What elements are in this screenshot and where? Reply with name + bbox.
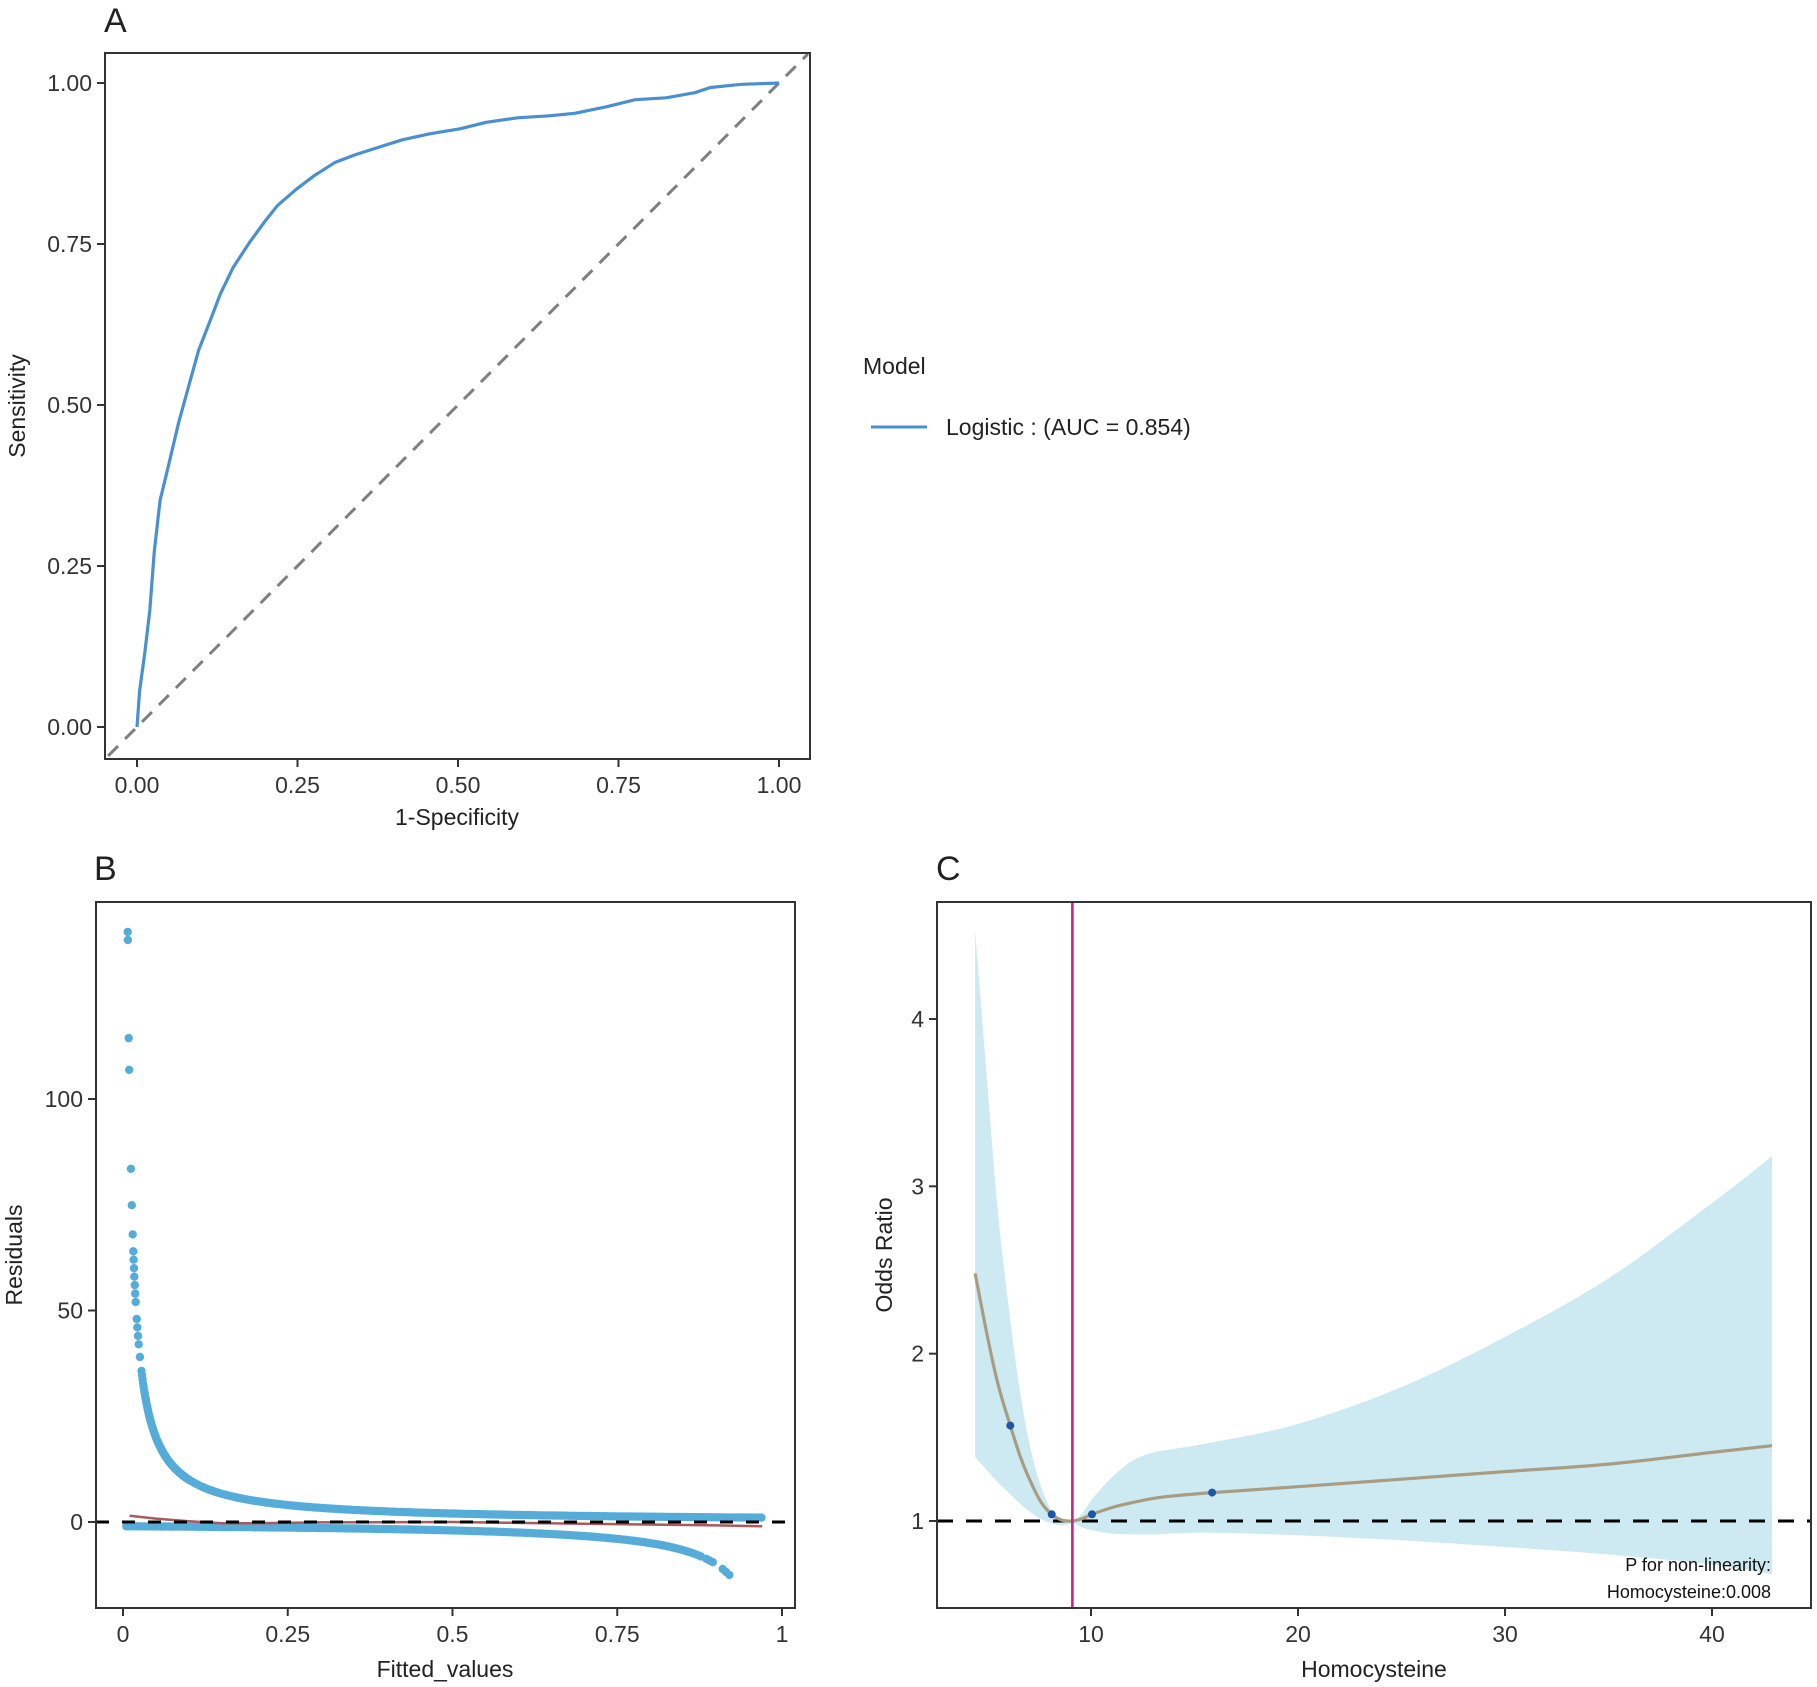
y-axis-ticks: 0 50 100 (45, 1086, 96, 1535)
residual-point (708, 1558, 717, 1567)
residual-point (127, 1201, 136, 1210)
residual-point (129, 1247, 138, 1256)
x-tick-label: 1.00 (757, 772, 802, 798)
residual-point (131, 1297, 140, 1307)
nonlinearity-annotation-line2: Homocysteine:0.008 (1607, 1582, 1771, 1602)
nonlinearity-annotation-line1: P for non-linearity: (1625, 1555, 1771, 1575)
x-tick-label: 40 (1699, 1621, 1725, 1647)
residual-point (757, 1513, 766, 1522)
x-tick-label: 0.00 (115, 772, 160, 798)
odds-ratio-curve (973, 1272, 1773, 1523)
y-tick-label: 0 (70, 1509, 83, 1535)
x-tick-label: 20 (1285, 1621, 1311, 1647)
x-axis-title: Homocysteine (1301, 1656, 1447, 1682)
knot-point (1208, 1488, 1217, 1497)
y-tick-label: 2 (911, 1341, 924, 1367)
residual-point (123, 927, 132, 937)
y-axis-title: Odds Ratio (871, 1197, 897, 1312)
y-tick-label: 50 (57, 1298, 83, 1324)
residual-point (129, 1255, 138, 1264)
y-axis-ticks: 0.00 0.25 0.50 0.75 1.00 (47, 70, 105, 740)
x-tick-label: 0 (117, 1621, 130, 1647)
x-tick-label: 10 (1078, 1621, 1104, 1647)
y-axis-title: Sensitivity (4, 354, 30, 458)
panel-label-b: B (94, 850, 117, 888)
roc-plot-area (107, 52, 809, 758)
residual-plot-area (96, 927, 795, 1580)
x-tick-label: 0.5 (437, 1621, 469, 1647)
knot-point (1006, 1421, 1015, 1430)
panel-b-border (95, 901, 796, 1609)
y-tick-label: 1.00 (47, 70, 92, 96)
x-tick-label: 0.25 (275, 772, 320, 798)
x-axis-title: 1-Specificity (395, 804, 519, 830)
residual-point (131, 1289, 140, 1298)
residual-point (134, 1340, 143, 1349)
legend-entry-logistic: Logistic : (AUC = 0.854) (946, 414, 1191, 440)
x-axis-ticks: 0 0.25 0.5 0.75 1 (117, 1608, 789, 1647)
residual-point (125, 1065, 134, 1075)
y-tick-label: 0.75 (47, 231, 92, 257)
y-tick-label: 3 (911, 1173, 924, 1199)
residual-point (124, 1033, 133, 1043)
residual-point (126, 1164, 136, 1174)
x-tick-label: 0.25 (265, 1621, 310, 1647)
panel-b: B 0 0.25 0.5 0.75 1 0 50 100 Fitted_values Res… (1, 850, 796, 1682)
residual-point (132, 1314, 141, 1324)
panel-c-border (936, 901, 1812, 1609)
residual-point (133, 1323, 142, 1332)
reference-diagonal (107, 52, 809, 758)
x-axis-ticks: 10 20 30 40 (1078, 1608, 1725, 1647)
residual-point (133, 1331, 143, 1341)
y-tick-label: 0.25 (47, 553, 92, 579)
residual-point (130, 1272, 139, 1281)
x-tick-label: 0.50 (436, 772, 481, 798)
roc-curve-logistic (135, 81, 780, 728)
x-tick-label: 1 (776, 1621, 789, 1647)
x-axis-ticks: 0.00 0.25 0.50 0.75 1.00 (115, 759, 802, 798)
knot-point (1047, 1510, 1056, 1519)
y-tick-label: 4 (911, 1006, 924, 1032)
residual-point (128, 1230, 137, 1239)
confidence-band (975, 930, 1772, 1575)
y-tick-label: 0.50 (47, 392, 92, 418)
y-tick-label: 0.00 (47, 714, 92, 740)
y-tick-label: 1 (911, 1508, 924, 1534)
x-axis-title: Fitted_values (377, 1656, 514, 1682)
residual-point (129, 1264, 139, 1273)
x-tick-label: 30 (1492, 1621, 1518, 1647)
panel-a: A 0.00 0.25 0.50 0.75 1.00 0.00 0.25 0.50 0.75 1… (4, 2, 1191, 830)
x-tick-label: 0.75 (595, 1621, 640, 1647)
x-tick-label: 0.75 (596, 772, 641, 798)
y-tick-label: 100 (45, 1086, 83, 1112)
legend-title: Model (863, 353, 926, 379)
residual-point (725, 1570, 734, 1580)
panel-label-a: A (104, 2, 127, 40)
legend: Model Logistic : (AUC = 0.854) (863, 353, 1191, 440)
y-axis-title: Residuals (1, 1205, 27, 1306)
odds-ratio-plot-area (937, 902, 1811, 1608)
residual-point (123, 935, 132, 945)
residual-point (130, 1280, 139, 1290)
panel-label-c: C (936, 850, 961, 888)
y-axis-ticks: 1 2 3 4 (911, 1006, 937, 1534)
residual-point (135, 1352, 145, 1362)
knot-point (1088, 1510, 1096, 1519)
